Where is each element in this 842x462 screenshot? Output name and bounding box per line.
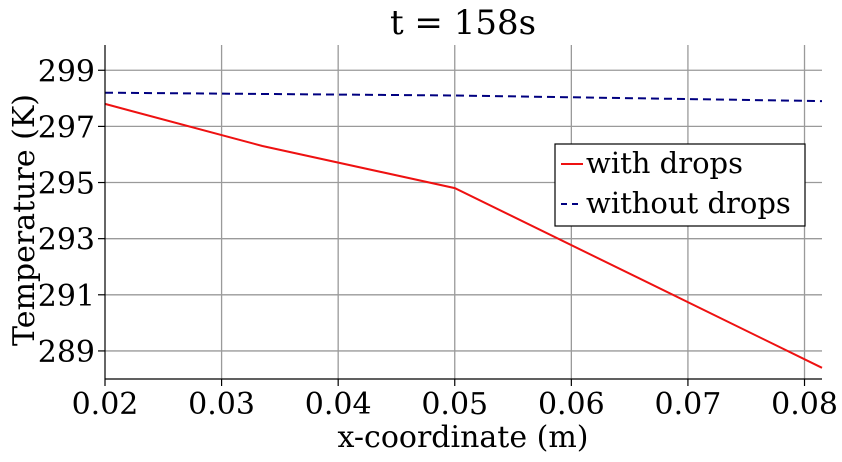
chart-title: t = 158s [390,3,536,43]
y-tick-label: 291 [38,279,95,314]
x-tick-label: 0.04 [305,387,372,422]
x-tick-label: 0.03 [188,387,255,422]
series-line [104,91,823,103]
y-tick-label: 293 [38,223,95,258]
legend: with drops without drops [554,143,806,227]
x-axis-label: x-coordinate (m) [337,420,588,455]
x-tick-label: 0.05 [421,387,488,422]
legend-label: without drops [586,186,791,220]
x-tick-label: 0.06 [538,387,605,422]
series-line [104,102,823,369]
y-axis-ticks: 289 291 293 295 297 299 [38,54,105,370]
plot-series [104,91,823,369]
x-tick-label: 0.02 [72,387,139,422]
legend-box [554,143,806,227]
y-tick-label: 299 [38,54,95,89]
x-tick-label: 0.08 [771,387,838,422]
x-tick-label: 0.07 [655,387,722,422]
legend-label: with drops [586,146,743,180]
y-tick-label: 297 [38,110,95,145]
y-tick-label: 295 [38,167,95,202]
axes [104,45,822,380]
y-tick-label: 289 [38,335,95,370]
y-axis-label: Temperature (K) [7,94,42,346]
x-axis-ticks: 0.02 0.03 0.04 0.05 0.06 0.07 0.08 [72,379,838,422]
